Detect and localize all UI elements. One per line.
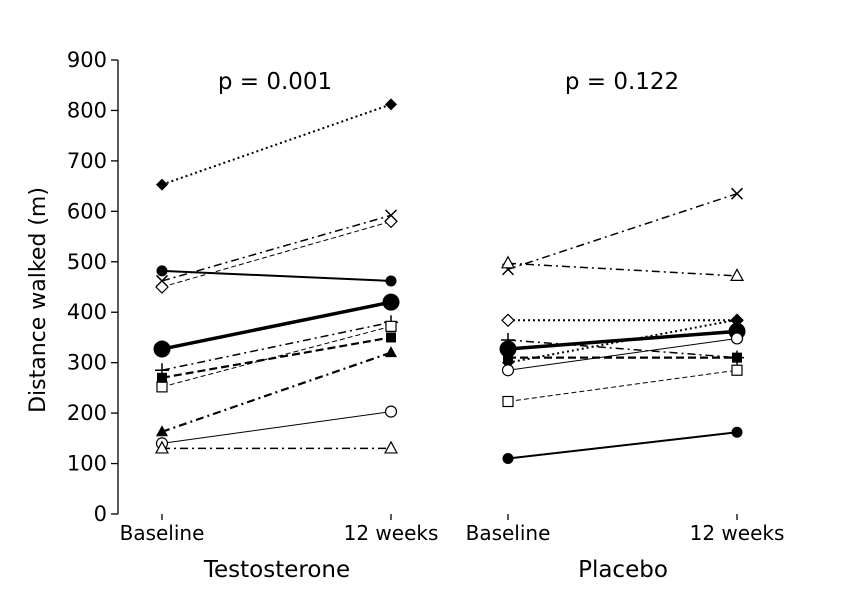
series-line bbox=[161, 103, 392, 186]
data-point-large-filled-circle bbox=[153, 340, 171, 358]
series-testosterone-t11 bbox=[154, 440, 399, 454]
data-point-filled-square bbox=[386, 332, 396, 343]
data-point-filled-square bbox=[157, 372, 167, 383]
series-line bbox=[507, 192, 738, 271]
labels: Distance walked (m) bbox=[26, 187, 51, 413]
data-point-filled-triangle bbox=[156, 425, 168, 437]
y-tick-label: 0 bbox=[94, 502, 107, 526]
series-placebo-p1 bbox=[501, 187, 744, 276]
y-tick-label: 300 bbox=[67, 351, 107, 375]
series-placebo-mean bbox=[499, 322, 746, 358]
series-placebo-p10 bbox=[502, 426, 743, 465]
series-placebo-p3 bbox=[501, 313, 744, 328]
x-category-label: 12 weeks bbox=[690, 521, 785, 545]
y-tick-label: 200 bbox=[67, 401, 107, 425]
series-line bbox=[507, 369, 738, 403]
data-point-filled-diamond bbox=[156, 178, 168, 191]
data-point-open-diamond bbox=[384, 214, 398, 229]
x-category-label: Baseline bbox=[466, 521, 551, 545]
data-point-filled-triangle bbox=[385, 346, 397, 358]
series-testosterone-t7 bbox=[156, 320, 397, 393]
series-placebo-p9 bbox=[502, 364, 743, 408]
series-line bbox=[507, 339, 738, 359]
data-point-filled-square bbox=[732, 352, 742, 363]
data-point-open-triangle bbox=[154, 440, 170, 454]
series-testosterone-t4 bbox=[156, 265, 397, 287]
series-testosterone-t8 bbox=[157, 332, 396, 383]
y-tick-label: 900 bbox=[67, 48, 107, 72]
data-point-plus bbox=[501, 332, 515, 347]
series-testosterone-mean bbox=[153, 293, 400, 358]
series-line bbox=[161, 411, 392, 444]
series-line bbox=[161, 300, 392, 351]
data-point-filled-circle bbox=[156, 265, 168, 277]
group-label-testosterone: Testosterone bbox=[203, 557, 350, 583]
series-line bbox=[161, 336, 392, 379]
series-testosterone-t3 bbox=[155, 214, 398, 294]
series-line bbox=[161, 220, 392, 288]
data-point-filled-diamond bbox=[385, 98, 397, 111]
data-point-open-triangle bbox=[729, 268, 745, 282]
y-tick-label: 600 bbox=[67, 199, 107, 223]
x-category-label: 12 weeks bbox=[344, 521, 439, 545]
data-point-filled-square bbox=[503, 352, 513, 363]
series-line bbox=[161, 351, 392, 433]
y-tick-label: 500 bbox=[67, 250, 107, 274]
series-line bbox=[161, 269, 392, 282]
series-testosterone-t10 bbox=[155, 405, 398, 450]
p-value-label: p = 0.001 bbox=[218, 69, 332, 95]
data-point-open-square bbox=[731, 364, 743, 376]
data-point-open-square bbox=[502, 395, 514, 408]
p-value-label: p = 0.122 bbox=[565, 69, 679, 95]
y-tick-label: 400 bbox=[67, 300, 107, 324]
series-line bbox=[507, 431, 738, 460]
y-tick-label: 800 bbox=[67, 98, 107, 122]
data-point-filled-circle bbox=[731, 426, 743, 438]
data-point-filled-circle bbox=[502, 453, 514, 465]
series-line bbox=[161, 214, 392, 282]
data-point-large-filled-circle bbox=[382, 293, 400, 311]
data-point-open-triangle bbox=[500, 255, 516, 269]
data-point-open-triangle bbox=[383, 440, 399, 454]
series-line bbox=[161, 321, 392, 371]
series-placebo-p8 bbox=[501, 332, 744, 377]
data-point-open-circle bbox=[384, 405, 398, 418]
series-placebo-p7 bbox=[503, 352, 742, 363]
data-point-open-circle bbox=[501, 364, 515, 377]
x-category-label: Baseline bbox=[120, 521, 205, 545]
series-testosterone-t9 bbox=[156, 346, 397, 437]
data-point-filled-diamond bbox=[731, 313, 743, 326]
series-line bbox=[507, 262, 738, 277]
series-line bbox=[161, 325, 392, 388]
series-layer bbox=[153, 98, 746, 465]
y-axis-title: Distance walked (m) bbox=[26, 187, 51, 413]
data-point-open-diamond bbox=[501, 313, 515, 328]
data-point-filled-circle bbox=[385, 275, 397, 287]
y-tick-label: 100 bbox=[67, 452, 107, 476]
series-placebo-p6 bbox=[501, 332, 744, 365]
series-line bbox=[507, 337, 738, 371]
series-line bbox=[507, 329, 738, 351]
group-label-placebo: Placebo bbox=[578, 557, 668, 583]
data-point-open-diamond bbox=[155, 280, 169, 294]
data-point-x bbox=[730, 187, 744, 200]
y-tick-label: 700 bbox=[67, 149, 107, 173]
data-point-open-circle bbox=[730, 332, 744, 345]
axes: 0 100 200 300 400 500 600 700 800 900 Baseline 12 w… bbox=[67, 48, 784, 583]
series-testosterone-t1 bbox=[156, 98, 397, 191]
data-point-open-square bbox=[156, 381, 168, 393]
series-placebo-p2 bbox=[500, 255, 745, 282]
data-point-open-square bbox=[385, 320, 397, 332]
